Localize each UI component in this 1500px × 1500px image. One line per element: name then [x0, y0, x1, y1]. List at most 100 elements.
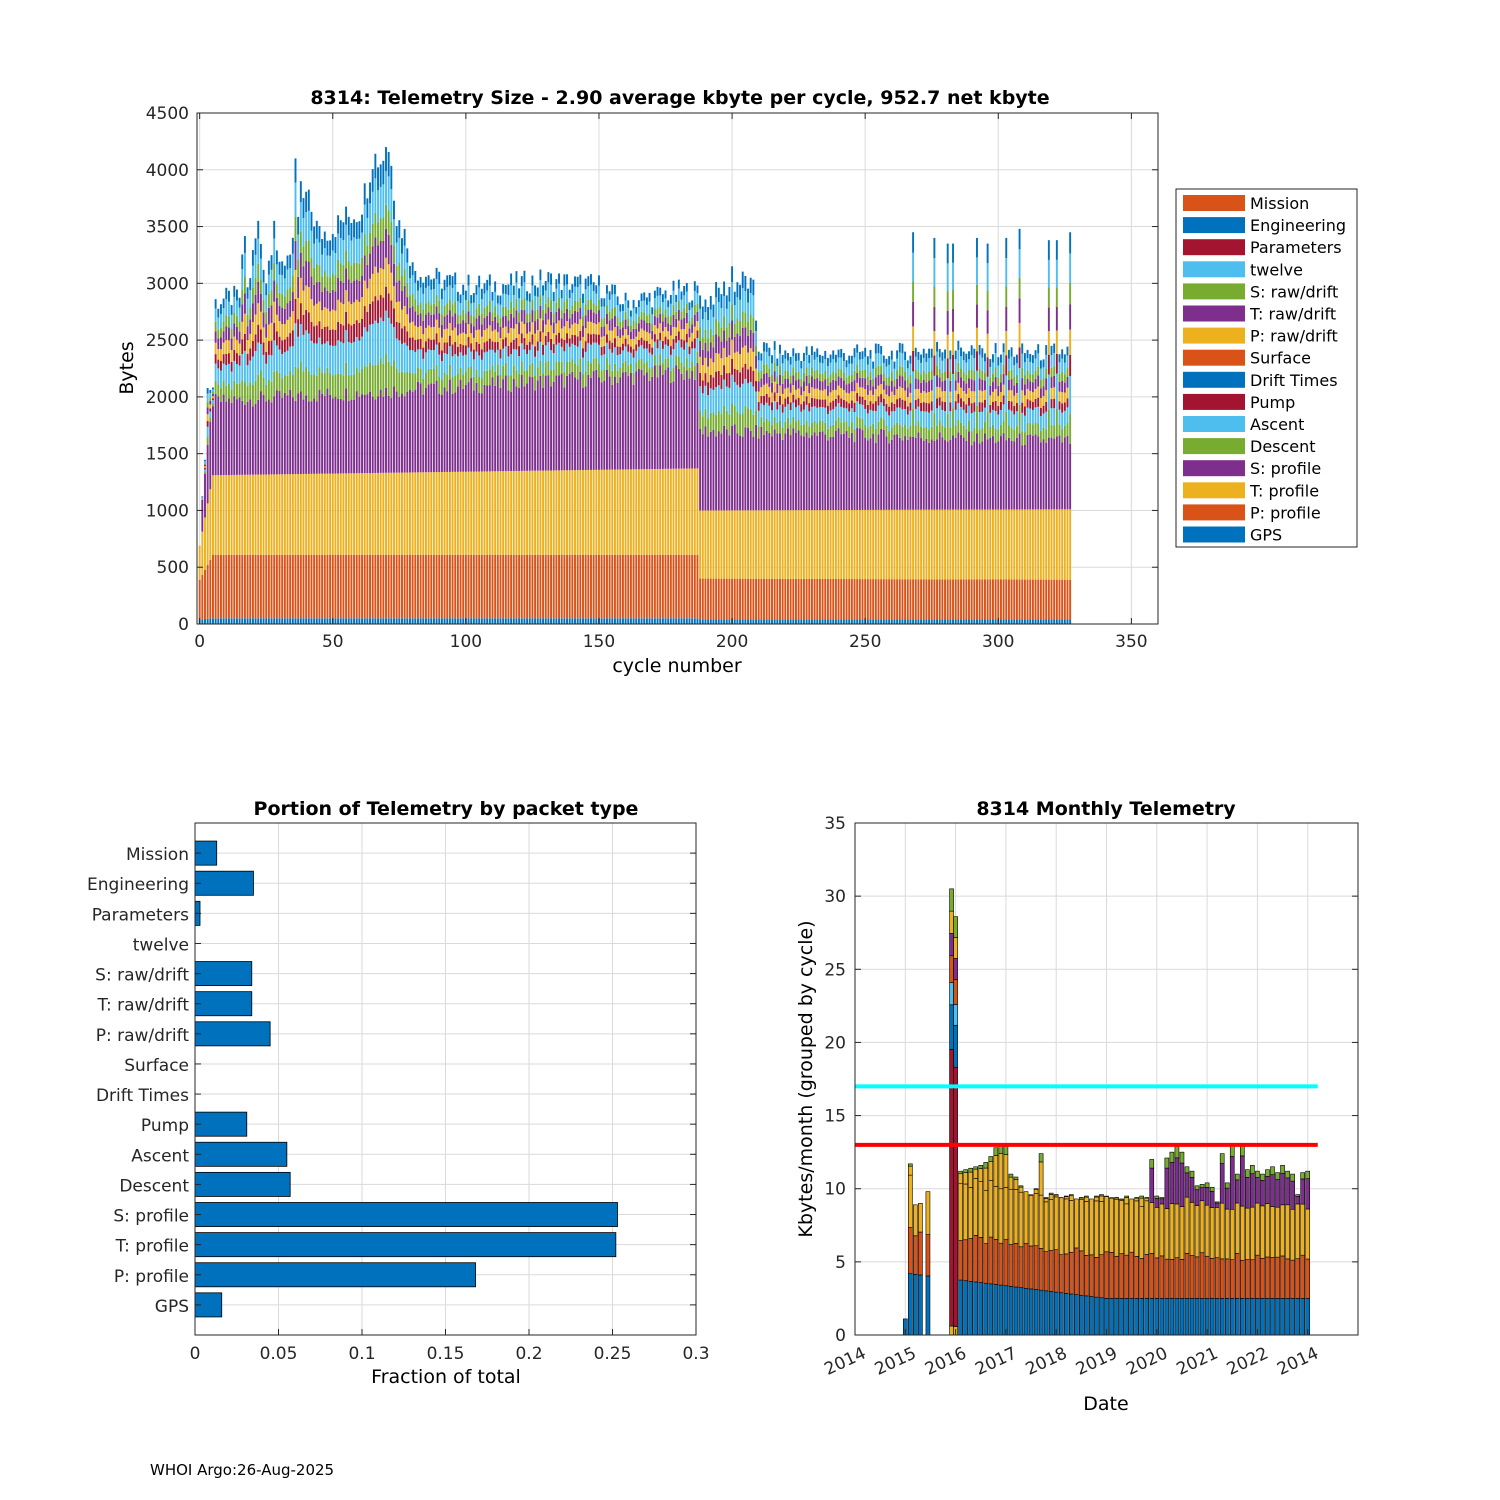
top-bar-segment: [526, 618, 529, 624]
top-bar-segment: [342, 400, 345, 474]
top-bar-segment: [949, 391, 952, 403]
top-bar-segment: [821, 399, 824, 408]
top-bar-segment: [595, 342, 598, 358]
top-bar-segment: [1002, 404, 1005, 421]
top-bar-segment: [808, 363, 811, 375]
top-bar-segment: [598, 344, 600, 364]
top-bar-segment: [584, 341, 587, 352]
top-bar-segment: [826, 413, 829, 429]
top-bar-segment: [664, 370, 667, 469]
top-bar-segment: [952, 243, 954, 263]
top-bar-segment: [550, 386, 553, 471]
top-bar-segment: [816, 348, 819, 358]
top-bar-segment: [432, 303, 435, 315]
top-bar-segment: [787, 578, 789, 620]
top-bar-segment: [944, 427, 946, 441]
top-bar-segment: [1031, 363, 1034, 375]
top-bar-segment: [480, 349, 483, 360]
top-bar-segment: [395, 302, 398, 322]
top-bar-segment: [941, 509, 944, 580]
top-bar-segment: [741, 619, 744, 624]
top-bar-segment: [507, 356, 510, 376]
top-bar-segment: [704, 299, 707, 313]
top-bar-segment: [845, 431, 848, 510]
top-bar-segment: [957, 362, 960, 372]
top-bar-segment: [1034, 370, 1037, 379]
top-bar-segment: [853, 380, 856, 392]
top-bar-segment: [832, 379, 835, 391]
top-axes-frame: [196, 112, 1159, 625]
top-bar-segment: [978, 411, 981, 430]
legend-swatch: [1183, 482, 1245, 499]
top-bar-segment: [728, 286, 731, 302]
top-bar-segment: [685, 370, 688, 469]
top-bar-segment: [813, 406, 816, 421]
top-bar-segment: [371, 365, 374, 398]
top-bar-segment: [683, 468, 686, 555]
top-bar-segment: [842, 380, 845, 391]
top-bar-segment: [941, 372, 944, 382]
br-bar-segment: [908, 1273, 913, 1336]
br-bar-segment: [1043, 1198, 1049, 1203]
top-bar-segment: [981, 391, 984, 403]
top-bar-segment: [249, 290, 252, 308]
top-bar-segment: [997, 406, 1000, 415]
top-bar-segment: [379, 268, 382, 296]
top-bar-segment: [491, 471, 494, 555]
top-bar-segment: [853, 370, 856, 381]
top-bar-segment: [339, 220, 342, 239]
top-bar-segment: [414, 299, 417, 312]
top-bar-segment: [712, 377, 715, 390]
top-bar-segment: [856, 392, 859, 402]
bl-bar: [194, 1141, 288, 1167]
top-bar-segment: [840, 406, 843, 423]
top-bar-segment: [936, 425, 939, 440]
top-bar-segment: [925, 403, 928, 412]
top-bar-segment: [1018, 404, 1021, 434]
top-bar-segment: [920, 362, 923, 375]
top-bar-segment: [265, 474, 268, 555]
top-bar-segment: [832, 578, 835, 620]
top-bar-segment: [1013, 385, 1016, 396]
top-bar-segment: [464, 371, 467, 385]
top-bar-segment: [885, 436, 888, 510]
top-bar-segment: [584, 386, 587, 471]
top-bar-segment: [1053, 408, 1056, 426]
top-bar-segment: [305, 285, 308, 310]
top-bar-segment: [374, 399, 377, 473]
br-bar-segment: [1008, 1286, 1014, 1336]
br-bar-segment: [1159, 1298, 1165, 1336]
br-bar-segment: [1239, 1259, 1245, 1299]
top-bar-segment: [733, 578, 736, 620]
top-bar-segment: [214, 331, 217, 343]
top-bar-segment: [1026, 358, 1029, 371]
top-bar-segment: [563, 470, 566, 555]
top-bar-segment: [603, 380, 606, 470]
top-bar-segment: [398, 372, 401, 397]
top-bar-segment: [728, 435, 731, 511]
top-bar-segment: [1018, 619, 1021, 624]
top-bar-segment: [728, 301, 731, 323]
top-bar-segment: [933, 355, 936, 376]
top-bar-segment: [600, 382, 603, 470]
top-bar-segment: [507, 345, 510, 357]
top-bar-segment: [755, 578, 757, 620]
top-bar-segment: [768, 510, 771, 579]
top-bar-segment: [888, 396, 891, 407]
top-bar-segment: [723, 281, 726, 296]
top-bar-segment: [936, 408, 939, 426]
top-bar-segment: [267, 399, 270, 475]
top-bar-segment: [499, 338, 502, 350]
top-bar-segment: [752, 578, 755, 620]
top-bar-segment: [446, 471, 449, 555]
top-bar-segment: [526, 353, 529, 371]
top-bar-segment: [472, 349, 475, 360]
top-bar-segment: [773, 349, 776, 363]
top-bar-segment: [741, 436, 744, 511]
br-bar-segment: [1159, 1203, 1165, 1257]
top-bar-segment: [805, 385, 808, 397]
top-bar-segment: [973, 357, 976, 371]
top-bar-segment: [829, 354, 832, 363]
top-bar-segment: [909, 355, 912, 364]
top-bar-segment: [861, 387, 864, 397]
